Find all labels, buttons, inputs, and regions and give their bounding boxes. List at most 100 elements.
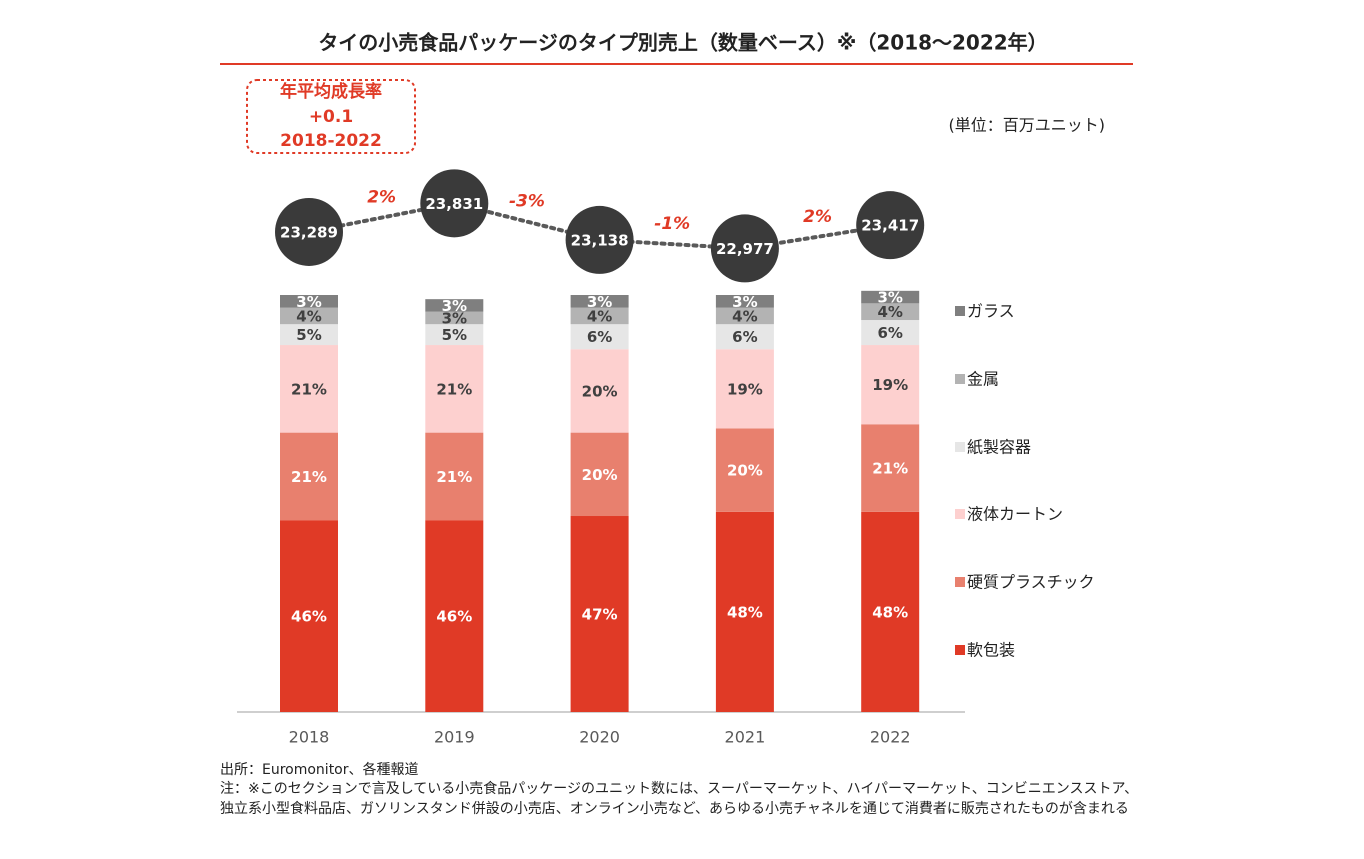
data-label: 21% [291, 468, 327, 486]
bar-segment [280, 432, 338, 521]
bar-segment [570, 349, 629, 433]
bar-segment [715, 295, 774, 308]
bar-segment [425, 345, 484, 433]
legend-label: 液体カートン [967, 505, 1063, 524]
data-label: 3% [877, 289, 902, 307]
bar-segment [715, 428, 774, 512]
bar-segment [425, 432, 484, 521]
bar-segment [425, 299, 484, 312]
bar-segment [570, 432, 629, 517]
bar-segment [715, 511, 774, 712]
total-label: 23,289 [280, 223, 338, 241]
data-label: 20% [727, 462, 763, 480]
data-label: 48% [727, 603, 763, 621]
legend-swatch [955, 374, 965, 384]
legend-label: 硬質プラスチック [967, 573, 1095, 592]
unit-label: (単位：百万ユニット) [949, 116, 1106, 135]
data-label: 46% [436, 608, 472, 626]
note: 注：※このセクションで言及している小売食品パッケージのユニット数には、スーパーマ… [220, 780, 1138, 797]
bar-segment [570, 516, 629, 712]
total-marker [856, 191, 925, 260]
data-label: 21% [436, 380, 472, 398]
bar-segment [861, 424, 920, 512]
bar-segment [861, 290, 920, 304]
bar-segment [861, 303, 920, 321]
data-label: 4% [877, 303, 902, 321]
legend-label: 紙製容器 [967, 438, 1031, 457]
bar-segment [280, 307, 338, 325]
data-label: 20% [582, 382, 618, 400]
legend-swatch [955, 442, 965, 452]
bar-segment [715, 349, 774, 429]
bar-segment [425, 324, 484, 346]
legend-swatch [955, 645, 965, 655]
note: 独立系小型食料品店、ガソリンスタンド併設の小売店、オンライン小売など、あらゆる小… [220, 800, 1129, 817]
data-label: 4% [732, 307, 757, 325]
legend-swatch [955, 306, 965, 316]
growth-label: 2% [367, 188, 396, 208]
data-label: 48% [872, 603, 908, 621]
total-marker [565, 205, 634, 274]
data-label: 6% [877, 324, 902, 342]
total-label: 23,417 [861, 217, 919, 235]
data-label: 21% [872, 460, 908, 478]
data-label: 19% [727, 380, 763, 398]
bar-segment [570, 295, 629, 308]
x-tick-label: 2021 [725, 728, 766, 747]
legend-label: 金属 [967, 370, 999, 389]
data-label: 21% [291, 380, 327, 398]
data-label: 4% [587, 307, 612, 325]
x-tick-label: 2018 [289, 728, 330, 747]
total-marker [710, 214, 779, 283]
bar-segment [280, 520, 338, 712]
growth-label: -3% [509, 192, 545, 212]
annotation: 2018-2022 [280, 131, 382, 151]
growth-label: -1% [654, 214, 690, 234]
bar-segment [280, 345, 338, 433]
bar-segment [715, 324, 774, 350]
annotation: +0.1 [309, 107, 353, 127]
data-label: 3% [442, 309, 467, 327]
bar-segment [861, 320, 920, 346]
annotation: 年平均成長率 [280, 81, 382, 102]
bar-segment [715, 307, 774, 325]
total-marker [420, 169, 489, 238]
legend-label: ガラス [967, 302, 1015, 321]
data-label: 4% [296, 307, 321, 325]
bar-segment [570, 307, 629, 325]
bar-segment [425, 311, 484, 325]
legend-swatch [955, 509, 965, 519]
bar-segment [861, 511, 920, 712]
data-label: 5% [442, 326, 467, 344]
chart-title: タイの小売食品パッケージのタイプ別売上（数量ベース）※（2018〜2022年） [318, 31, 1047, 55]
data-label: 5% [296, 326, 321, 344]
data-label: 46% [291, 608, 327, 626]
total-marker [275, 197, 343, 266]
data-label: 47% [582, 606, 618, 624]
total-label: 23,138 [571, 231, 629, 249]
bar-segment [570, 324, 629, 350]
legend-label: 軟包装 [967, 641, 1015, 660]
data-label: 6% [732, 328, 757, 346]
total-label: 23,831 [425, 195, 483, 213]
data-label: 20% [582, 466, 618, 484]
x-tick-label: 2020 [579, 728, 620, 747]
data-label: 6% [587, 328, 612, 346]
annotation-box [246, 79, 416, 154]
data-label: 3% [732, 293, 757, 311]
bar-segment [425, 520, 484, 712]
bar-segment [861, 345, 920, 425]
legend-swatch [955, 577, 965, 587]
x-tick-label: 2022 [870, 728, 911, 747]
bar-segment [280, 324, 338, 346]
x-tick-label: 2019 [434, 728, 475, 747]
data-label: 3% [442, 297, 467, 315]
note: 出所：Euromonitor、各種報道 [220, 762, 419, 778]
data-label: 19% [872, 376, 908, 394]
growth-label: 2% [803, 207, 832, 227]
data-label: 3% [296, 293, 321, 311]
total-label: 22,977 [716, 240, 774, 258]
bar-segment [280, 295, 338, 308]
